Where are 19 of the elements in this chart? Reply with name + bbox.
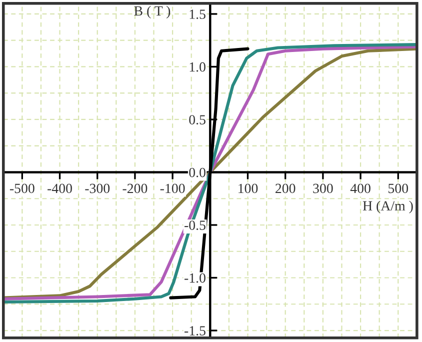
x-tick-label: -500	[10, 184, 34, 194]
x-tick-label: -300	[85, 184, 110, 194]
x-tick-label: 400	[350, 184, 370, 194]
x-tick-label: -400	[48, 184, 72, 194]
x-tick-label: -200	[122, 184, 148, 194]
x-tick-label: 100	[238, 184, 258, 194]
x-tick-label: 200	[276, 184, 296, 194]
x-tick-label: 300	[313, 184, 333, 194]
y-tick-label: -1.5	[184, 326, 206, 336]
x-axis-title: H (A/m )	[362, 200, 413, 214]
y-tick-label: 0.5	[189, 115, 206, 124]
y-tick-label: -0.5	[184, 220, 206, 230]
y-tick-label: 1.5	[190, 10, 206, 19]
x-tick-label: 500	[388, 184, 408, 194]
y-axis-title: B ( T )	[134, 6, 170, 18]
x-tick-label: -100	[160, 184, 185, 194]
y-tick-label: 0.0	[189, 168, 206, 178]
y-tick-label: 1.0	[190, 62, 206, 72]
y-tick-label: -1.0	[184, 273, 206, 283]
